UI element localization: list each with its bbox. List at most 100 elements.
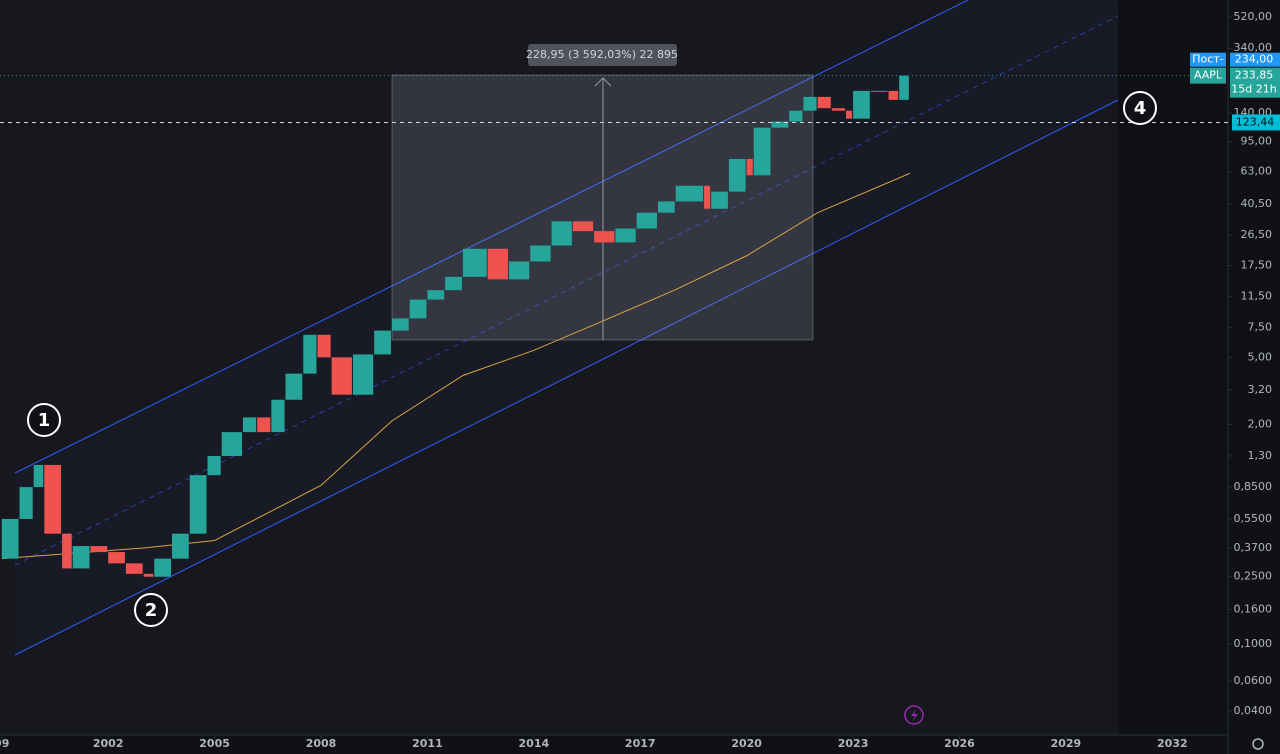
y-tick-label: 340,00 (1234, 41, 1273, 54)
candle (594, 231, 615, 243)
candle (72, 546, 90, 569)
candle (831, 108, 845, 111)
x-tick-label: 2017 (625, 737, 656, 750)
candle (391, 318, 409, 331)
candle (317, 334, 331, 358)
y-tick-label: 3,20 (1248, 383, 1273, 396)
candle (125, 563, 143, 574)
tag-bg (1230, 67, 1280, 98)
candle (551, 221, 572, 246)
candle (409, 299, 427, 319)
candle (271, 399, 285, 433)
y-tick-label: 0,5500 (1234, 512, 1273, 525)
candle (853, 90, 870, 119)
candle (172, 533, 189, 559)
channel-upper (14, 0, 969, 474)
y-tick-label: 0,1000 (1234, 637, 1273, 650)
tag-bg (1190, 52, 1226, 67)
candle (530, 245, 551, 262)
candle (108, 552, 125, 564)
candle (487, 248, 509, 280)
moving-average (1, 172, 911, 560)
plot (0, 75, 1228, 577)
candle (374, 330, 391, 355)
candle (19, 487, 33, 519)
candle (221, 432, 242, 456)
tag-name: AAPL (1194, 69, 1223, 82)
candle (207, 455, 221, 476)
x-tick-label: 2014 (519, 737, 550, 750)
candle (154, 558, 172, 577)
candle (572, 221, 594, 232)
candle (90, 546, 108, 553)
x-tick-label: 2029 (1051, 737, 1082, 750)
x-tick-label: 2008 (306, 737, 337, 750)
candle (1, 518, 19, 559)
y-tick-label: 0,3700 (1234, 541, 1273, 554)
tag-label: 234,00 (1235, 53, 1274, 66)
candle (870, 90, 888, 92)
candle (303, 334, 317, 374)
measure-label-bg (528, 44, 677, 66)
candle (771, 121, 789, 128)
channel-lower (14, 99, 1119, 656)
y-tick-label: 0,8500 (1234, 480, 1273, 493)
candle (657, 201, 675, 213)
marker: 1 2 4 (27, 91, 1157, 627)
x-tick-label: 2023 (838, 737, 869, 750)
candle (888, 90, 899, 100)
marker-circle (134, 593, 168, 627)
candle (675, 185, 704, 202)
candle (728, 158, 746, 192)
level-tag-label: 123,44 (1236, 115, 1275, 128)
candle (44, 464, 62, 534)
measure-label: 228,95 (3 592,03%) 22 895 (526, 48, 678, 61)
y-tick-label: 5,00 (1248, 350, 1273, 363)
candle (189, 475, 207, 534)
x-tick-label: 2002 (93, 737, 124, 750)
x-tick-label: 99 (0, 737, 9, 750)
settings-icon[interactable] (1252, 738, 1264, 750)
candle (427, 290, 445, 300)
x-tick-label: 2011 (412, 737, 443, 750)
y-tick-label: 63,00 (1241, 165, 1273, 178)
candle (509, 261, 530, 280)
candle (803, 96, 817, 111)
level-tag (1232, 114, 1280, 131)
candle (143, 573, 154, 577)
candle (711, 191, 728, 209)
candle (899, 75, 909, 100)
candle (352, 354, 374, 395)
y-tick-label: 0,1600 (1234, 602, 1273, 615)
y-tick-label: 40,50 (1241, 197, 1273, 210)
measure-arrowhead (594, 77, 612, 87)
candle (62, 533, 72, 569)
candle (615, 228, 636, 243)
x-tick-label: 2020 (731, 737, 762, 750)
y-tick-label: 7,50 (1248, 321, 1273, 334)
channel-fill (15, 0, 1118, 655)
marker-circle (27, 403, 61, 437)
marker-label: 2 (145, 600, 158, 621)
candle (33, 464, 44, 488)
candle (285, 373, 303, 400)
candle (636, 212, 657, 229)
y-tick-label: 95,00 (1241, 135, 1273, 148)
candle (704, 185, 711, 209)
y-tick-label: 11,50 (1241, 289, 1273, 302)
tag-bg (1230, 52, 1280, 67)
lightning-icon[interactable] (904, 705, 924, 725)
y-tick-label: 26,50 (1241, 228, 1273, 241)
grid (1, 16, 1232, 739)
y-tick-label: 520,00 (1234, 10, 1273, 23)
marker-label: 4 (1134, 98, 1147, 119)
y-tick-label: 0,2500 (1234, 570, 1273, 583)
y-tick-label: 2,00 (1248, 417, 1273, 430)
lightning-glyph (911, 709, 918, 722)
y-tick-label: 0,0400 (1234, 704, 1273, 717)
y-tick-label: 0,0600 (1234, 674, 1273, 687)
candle (817, 96, 831, 109)
candle (331, 357, 352, 395)
marker-label: 1 (38, 410, 51, 431)
